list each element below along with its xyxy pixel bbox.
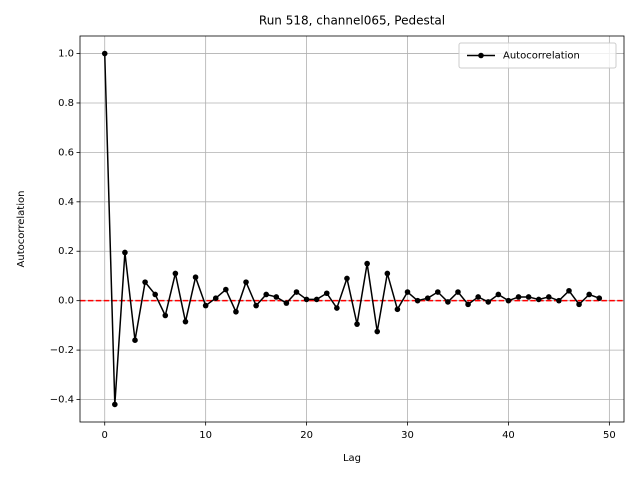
data-point — [455, 289, 461, 295]
data-point — [394, 306, 401, 313]
data-point — [535, 296, 542, 303]
data-point — [414, 297, 421, 304]
data-point — [475, 294, 481, 300]
data-point — [253, 302, 259, 309]
y-axis-label: Autocorrelation — [16, 191, 27, 268]
data-point — [424, 295, 431, 301]
series-line — [103, 53, 600, 405]
y-tick-label: 0.8 — [58, 98, 74, 109]
data-point — [556, 297, 562, 304]
chart-title: Run 518, channel065, Pedestal — [259, 14, 445, 28]
y-tick-label: 1.0 — [58, 49, 74, 60]
data-point — [566, 287, 572, 294]
data-point — [223, 286, 229, 293]
data-point — [192, 274, 199, 280]
data-point — [495, 291, 502, 298]
data-point — [182, 318, 189, 325]
data-point — [142, 279, 148, 285]
data-point — [283, 300, 290, 306]
data-point — [233, 308, 239, 315]
x-tick-label: 10 — [199, 430, 212, 441]
data-point — [243, 279, 249, 285]
data-point — [434, 289, 441, 295]
data-point — [374, 328, 381, 335]
data-point — [505, 297, 512, 304]
data-point — [576, 301, 582, 308]
data-point — [586, 291, 592, 298]
data-point — [202, 302, 209, 309]
data-point — [122, 249, 128, 256]
y-tick-label: 0.6 — [58, 147, 74, 158]
y-tick-label: 0.0 — [58, 296, 74, 307]
data-point — [273, 294, 280, 300]
data-point — [313, 296, 320, 303]
x-tick-label: 20 — [300, 430, 313, 441]
x-tick-label: 0 — [102, 430, 108, 441]
legend-box — [458, 42, 617, 69]
data-point — [263, 291, 270, 298]
data-point — [525, 294, 532, 300]
data-point — [515, 294, 522, 300]
data-point — [172, 270, 179, 277]
data-point — [596, 295, 603, 301]
x-tick-label: 30 — [401, 430, 414, 441]
data-point — [112, 401, 118, 408]
data-point — [485, 299, 492, 305]
data-point — [152, 291, 158, 298]
data-point — [212, 295, 219, 301]
data-point — [384, 270, 391, 277]
data-point — [344, 275, 350, 282]
data-point — [293, 289, 300, 295]
x-tick-label: 40 — [502, 430, 515, 441]
y-tick-label: 0.2 — [58, 246, 74, 257]
legend-marker — [478, 52, 484, 59]
data-point — [546, 294, 552, 300]
data-point — [101, 50, 108, 57]
legend-label: Autocorrelation — [503, 51, 580, 62]
plot-frame — [79, 35, 625, 423]
data-point — [364, 260, 370, 267]
data-point — [162, 312, 169, 319]
data-point — [445, 299, 451, 305]
data-point — [404, 289, 411, 295]
data-point — [323, 290, 330, 297]
x-tick-label: 50 — [603, 430, 616, 441]
data-point — [465, 301, 471, 308]
y-tick-label: −0.4 — [50, 395, 74, 406]
data-point — [132, 337, 138, 344]
data-point — [303, 296, 310, 303]
data-point — [354, 321, 360, 327]
y-tick-label: 0.4 — [58, 197, 74, 208]
y-tick-label: −0.2 — [50, 345, 74, 356]
data-point — [334, 305, 340, 311]
x-axis-label: Lag — [343, 453, 361, 464]
